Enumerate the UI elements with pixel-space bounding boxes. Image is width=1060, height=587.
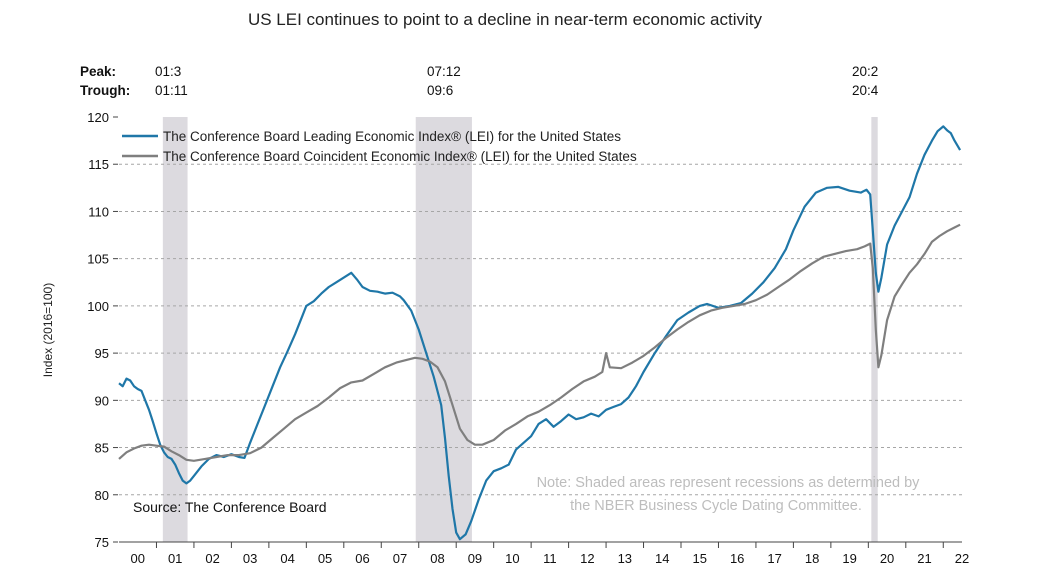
axes: [113, 116, 962, 548]
x-tick-label-06: 06: [355, 551, 369, 566]
legend: The Conference Board Leading Economic In…: [122, 129, 637, 164]
x-tick-label-11: 11: [543, 551, 557, 566]
series-lines: [118, 125, 962, 541]
x-tick-label-20: 20: [880, 551, 894, 566]
x-tick-label-14: 14: [655, 551, 669, 566]
x-tick-label-07: 07: [393, 551, 407, 566]
y-tick-label-115: 115: [88, 157, 109, 172]
y-tick-label-100: 100: [87, 299, 109, 314]
x-tick-label-03: 03: [243, 551, 257, 566]
gridlines: [119, 163, 962, 496]
x-tick-label-09: 09: [468, 551, 482, 566]
peak-header: Peak:: [80, 64, 116, 79]
y-tick-label-80: 80: [95, 488, 109, 503]
peak-date-2: 07:12: [427, 64, 461, 79]
legend-label-cei: The Conference Board Coincident Economic…: [163, 149, 637, 164]
recession-band-3: [871, 117, 878, 542]
y-tick-label-105: 105: [87, 252, 109, 267]
x-tick-label-17: 17: [767, 551, 781, 566]
trough-header: Trough:: [80, 83, 130, 98]
legend-label-lei: The Conference Board Leading Economic In…: [163, 129, 621, 144]
x-tick-label-19: 19: [842, 551, 856, 566]
recession-band-1: [162, 117, 188, 542]
series-line-cei: [118, 223, 961, 462]
recession-shading: [162, 117, 878, 542]
x-tick-label-04: 04: [280, 551, 294, 566]
x-tick-label-13: 13: [618, 551, 632, 566]
x-tick-label-01: 01: [168, 551, 182, 566]
x-tick-label-05: 05: [318, 551, 332, 566]
peak-date-3: 20:2: [852, 64, 878, 79]
trough-date-3: 20:4: [852, 83, 879, 98]
x-tick-label-16: 16: [730, 551, 744, 566]
x-tick-label-18: 18: [805, 551, 819, 566]
note-line-2: the NBER Business Cycle Dating Committee…: [570, 498, 862, 514]
x-tick-label-00: 00: [130, 551, 144, 566]
x-tick-label-10: 10: [505, 551, 519, 566]
x-tick-label-21: 21: [917, 551, 931, 566]
chart-title: US LEI continues to point to a decline i…: [248, 10, 763, 29]
note-line-1: Note: Shaded areas represent recessions …: [537, 475, 921, 491]
x-tick-labels: 00 01 02 03 04 05 06 07 08 09 10 11 12 13 14 15 16 17 18 19…: [130, 551, 969, 566]
y-tick-label-95: 95: [95, 346, 109, 361]
y-tick-label-110: 110: [88, 204, 109, 219]
y-tick-label-120: 120: [87, 110, 109, 125]
x-tick-label-15: 15: [692, 551, 706, 566]
y-axis-label: Index (2016=100): [41, 283, 55, 377]
x-tick-label-02: 02: [205, 551, 219, 566]
y-tick-label-90: 90: [95, 393, 109, 408]
recession-band-2: [415, 117, 472, 542]
x-tick-label-08: 08: [430, 551, 444, 566]
y-tick-label-85: 85: [95, 441, 109, 456]
x-tick-label-12: 12: [580, 551, 594, 566]
y-tick-labels: 75 80 85 90 95 100 105 110 115 120: [87, 110, 109, 550]
trough-date-2: 09:6: [427, 83, 453, 98]
source-text: Source: The Conference Board: [133, 499, 327, 515]
series-line-lei: [118, 125, 962, 541]
x-tick-label-22: 22: [955, 551, 969, 566]
y-tick-label-75: 75: [95, 535, 109, 550]
trough-date-1: 01:11: [155, 83, 188, 98]
peak-date-1: 01:3: [155, 64, 181, 79]
